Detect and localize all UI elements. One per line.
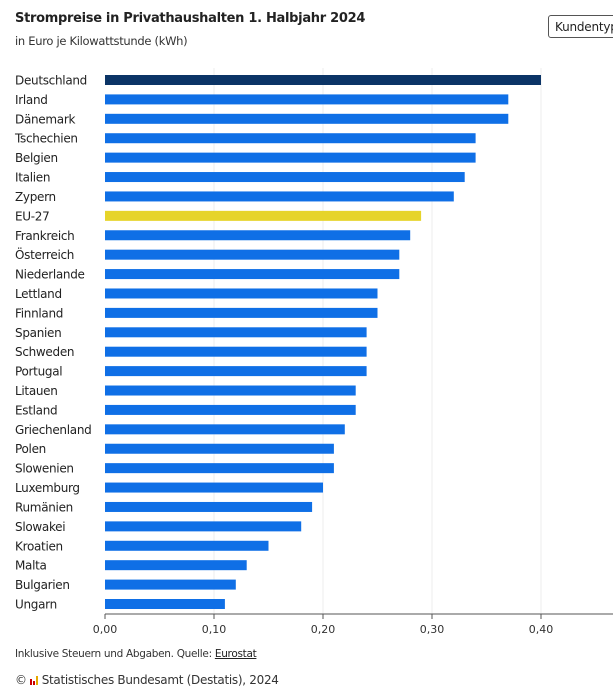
category-label: Malta [15, 559, 47, 573]
category-label: Griechenland [15, 423, 91, 437]
category-label: Bulgarien [15, 578, 70, 592]
bar-polen [105, 443, 334, 454]
bar-lettland [105, 288, 378, 299]
bar-bulgarien [105, 579, 236, 590]
copyright-icon: © [15, 673, 27, 687]
bar-österreich [105, 249, 400, 260]
x-tick-label: 0,00 [93, 623, 118, 636]
category-label: Tschechien [14, 132, 78, 146]
category-label: Italien [15, 171, 50, 185]
bar-griechenland [105, 424, 345, 435]
bar-dänemark [105, 113, 509, 124]
category-label: Schweden [15, 345, 74, 359]
category-label: Irland [15, 93, 48, 107]
category-label: Frankreich [15, 229, 74, 243]
bar-litauen [105, 385, 356, 396]
bar-slowenien [105, 463, 334, 474]
bar-kroatien [105, 540, 269, 551]
category-label: Polen [15, 442, 46, 456]
x-tick-label: 0,40 [529, 623, 554, 636]
category-label: Zypern [15, 190, 56, 204]
bar-luxemburg [105, 482, 323, 493]
bar-irland [105, 94, 509, 105]
bar-tschechien [105, 133, 476, 144]
bar-rumänien [105, 501, 313, 512]
category-label: Dänemark [15, 112, 75, 126]
eurostat-link[interactable]: Eurostat [214, 648, 257, 660]
bar-slowakei [105, 521, 302, 532]
category-label: Slowenien [15, 462, 74, 476]
copyright: © Statistisches Bundesamt (Destatis), 20… [15, 673, 279, 687]
x-tick-label: 0,10 [202, 623, 227, 636]
x-tick-label: 0,30 [420, 623, 445, 636]
x-tick-label: 0,20 [311, 623, 336, 636]
bar-frankreich [105, 230, 411, 241]
category-label: Kroatien [15, 539, 63, 553]
bar-eu-27 [105, 210, 422, 221]
bar-malta [105, 560, 247, 571]
copyright-text: Statistisches Bundesamt (Destatis), 2024 [41, 673, 279, 687]
bar-portugal [105, 366, 367, 377]
bar-chart: Deutschland Irland Dänemark Tschechien Belgi… [14, 68, 613, 636]
category-label: Finnland [15, 306, 63, 320]
category-label: Spanien [15, 326, 61, 340]
bar-spanien [105, 327, 367, 338]
category-label: Luxemburg [15, 481, 80, 495]
bar-niederlande [105, 269, 400, 280]
bar-estland [105, 404, 356, 415]
category-label: Deutschland [15, 74, 87, 88]
chart-subtitle: in Euro je Kilowattstunde (kWh) [15, 34, 188, 48]
category-label: Ungarn [15, 598, 57, 612]
category-label: Lettland [15, 287, 62, 301]
category-label: Portugal [15, 365, 62, 379]
category-label: Belgien [15, 151, 58, 165]
bar-deutschland [105, 75, 541, 85]
kundentyp-filter-button[interactable]: Kundentyp [548, 15, 613, 38]
footnote: Inklusive Steuern und Abgaben. Quelle: E… [15, 648, 257, 660]
destatis-logo-icon [29, 675, 39, 685]
footnote-text: Inklusive Steuern und Abgaben. Quelle: [15, 648, 215, 660]
category-label: Rumänien [15, 500, 73, 514]
bar-italien [105, 172, 465, 183]
category-label: Niederlande [15, 268, 85, 282]
category-label: Slowakei [15, 520, 65, 534]
category-label: Österreich [15, 246, 74, 262]
bar-belgien [105, 152, 476, 163]
category-label: Estland [15, 403, 57, 417]
chart-title: Strompreise in Privathaushalten 1. Halbj… [15, 11, 366, 26]
category-label: Litauen [15, 384, 58, 398]
bar-schweden [105, 346, 367, 357]
category-label: EU-27 [15, 209, 49, 223]
bar-zypern [105, 191, 454, 202]
bar-ungarn [105, 599, 225, 609]
bar-finnland [105, 307, 378, 318]
